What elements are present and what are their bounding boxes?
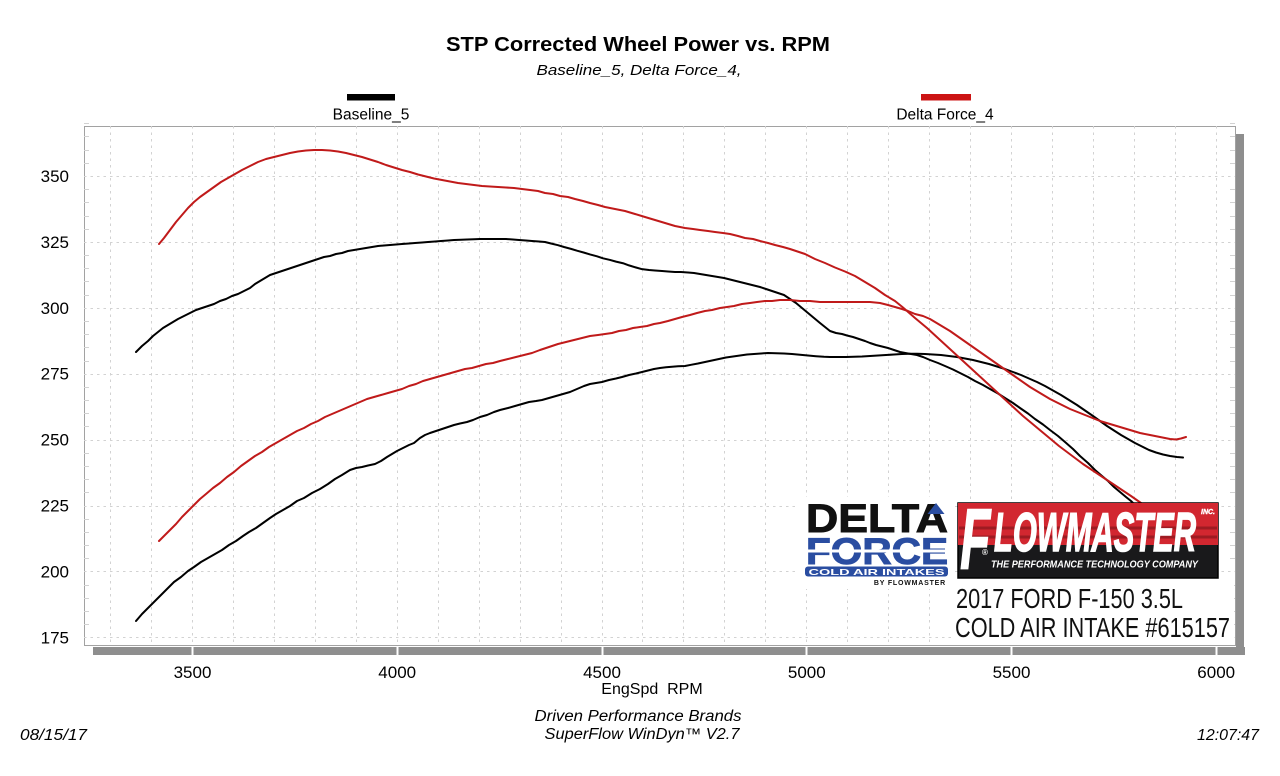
svg-text:Baseline_5: Baseline_5 — [333, 107, 410, 124]
svg-text:6000: 6000 — [1197, 663, 1235, 682]
svg-text:300: 300 — [41, 299, 69, 318]
svg-text:INC.: INC. — [1201, 509, 1215, 516]
svg-text:2017 FORD F-150 3.5L: 2017 FORD F-150 3.5L — [956, 583, 1183, 614]
svg-text:225: 225 — [41, 497, 69, 516]
svg-text:200: 200 — [41, 562, 69, 581]
svg-text:BY FLOWMASTER: BY FLOWMASTER — [874, 580, 946, 587]
svg-text:08/15/17: 08/15/17 — [20, 727, 89, 744]
svg-text:®: ® — [982, 548, 988, 557]
svg-text:DELTA: DELTA — [806, 497, 948, 541]
svg-text:250: 250 — [41, 431, 69, 450]
svg-text:275: 275 — [41, 365, 69, 384]
svg-text:F: F — [960, 491, 992, 588]
svg-text:Baseline_5, Delta Force_4,: Baseline_5, Delta Force_4, — [537, 63, 742, 79]
svg-text:STP Corrected Wheel Power vs.: STP Corrected Wheel Power vs. RPM — [446, 33, 830, 56]
svg-text:LOWMASTER: LOWMASTER — [994, 501, 1196, 563]
svg-text:350: 350 — [41, 167, 69, 186]
svg-text:COLD AIR INTAKE #615157: COLD AIR INTAKE #615157 — [955, 612, 1230, 643]
svg-text:4500: 4500 — [583, 663, 621, 682]
svg-text:12:07:47: 12:07:47 — [1197, 727, 1260, 744]
svg-text:175: 175 — [41, 628, 69, 647]
svg-text:5000: 5000 — [788, 663, 826, 682]
svg-text:Delta Force_4: Delta Force_4 — [896, 107, 994, 124]
svg-text:4000: 4000 — [378, 663, 416, 682]
svg-text:325: 325 — [41, 233, 69, 252]
svg-text:EngSpd RPM: EngSpd RPM — [601, 681, 702, 698]
svg-text:3500: 3500 — [174, 663, 212, 682]
svg-text:5500: 5500 — [993, 663, 1031, 682]
svg-text:THE PERFORMANCE TECHNOLOGY COM: THE PERFORMANCE TECHNOLOGY COMPANY — [991, 559, 1199, 571]
svg-text:SuperFlow WinDyn™ V2.7: SuperFlow WinDyn™ V2.7 — [545, 726, 741, 743]
svg-text:Driven Performance Brands: Driven Performance Brands — [535, 708, 742, 725]
svg-text:COLD AIR INTAKES: COLD AIR INTAKES — [809, 567, 946, 577]
